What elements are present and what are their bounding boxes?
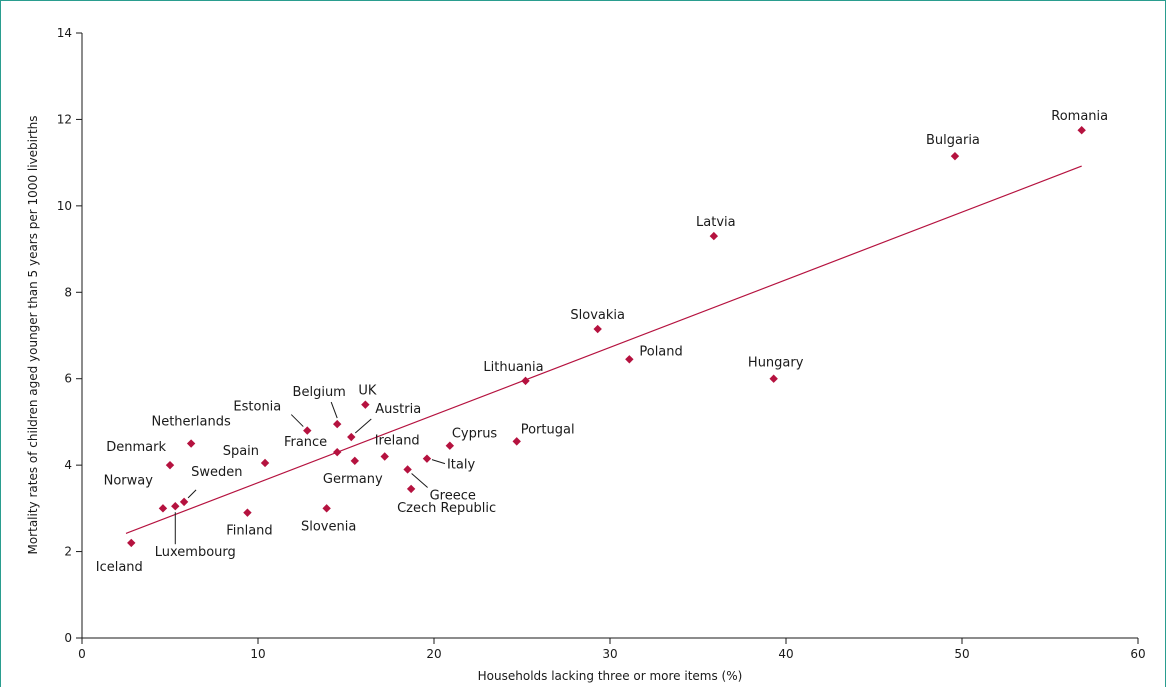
leader-sweden — [187, 489, 197, 499]
label-romania: Romania — [1051, 109, 1108, 124]
point-lithuania — [521, 376, 530, 386]
label-bulgaria: Bulgaria — [926, 133, 980, 148]
axes — [81, 33, 1138, 639]
x-tick-label: 30 — [602, 647, 617, 661]
label-norway: Norway — [104, 473, 154, 488]
point-hungary — [769, 374, 778, 383]
data-points — [127, 126, 1086, 548]
point-romania — [1077, 126, 1086, 135]
point-norway — [158, 504, 168, 513]
leader-estonia — [290, 414, 304, 427]
y-tick-label: 14 — [57, 26, 72, 40]
y-ticks: 0 2 4 6 8 10 12 14 — [57, 26, 82, 645]
point-latvia — [709, 231, 719, 241]
label-luxembourg: Luxembourg — [155, 545, 236, 560]
label-iceland: Iceland — [96, 560, 143, 575]
label-czech-republic: Czech Republic — [397, 501, 496, 516]
label-finland: Finland — [226, 524, 272, 539]
label-uk: UK — [358, 384, 377, 399]
y-tick-label: 10 — [57, 199, 72, 213]
label-denmark: Denmark — [106, 440, 166, 455]
label-portugal: Portugal — [521, 422, 575, 437]
label-netherlands: Netherlands — [151, 415, 230, 430]
point-sweden — [179, 497, 189, 507]
label-belgium: Belgium — [293, 385, 346, 400]
y-tick-label: 0 — [64, 631, 72, 645]
x-axis-title: Households lacking three or more items (… — [478, 669, 743, 683]
y-tick-label: 2 — [64, 545, 72, 559]
point-slovenia — [322, 504, 331, 513]
label-lithuania: Lithuania — [483, 360, 543, 375]
point-portugal — [512, 437, 521, 446]
label-latvia: Latvia — [696, 215, 736, 230]
leader-belgium — [330, 401, 338, 419]
point-france — [333, 447, 342, 457]
label-germany: Germany — [323, 472, 383, 487]
point-finland — [243, 508, 252, 517]
point-czech-republic — [406, 484, 416, 494]
point-netherlands — [186, 439, 196, 448]
point-uk — [361, 400, 370, 409]
label-slovakia: Slovakia — [570, 308, 625, 323]
point-austria — [347, 432, 356, 442]
leader-italy — [431, 459, 446, 465]
x-tick-label: 60 — [1130, 647, 1145, 661]
point-bulgaria — [950, 151, 960, 161]
point-estonia — [303, 426, 312, 435]
point-labels: Iceland Norway Luxembourg Sweden Denmark Neth… — [96, 109, 1108, 575]
point-denmark — [165, 460, 175, 470]
label-leader-lines — [174, 401, 446, 545]
label-greece: Greece — [430, 488, 476, 503]
label-ireland: Ireland — [375, 434, 420, 449]
point-spain — [260, 458, 270, 468]
label-sweden: Sweden — [191, 465, 242, 480]
point-germany — [350, 456, 359, 466]
point-italy — [422, 454, 432, 463]
label-estonia: Estonia — [233, 400, 281, 415]
label-austria: Austria — [375, 402, 421, 417]
leader-austria — [354, 418, 372, 434]
point-luxembourg — [171, 501, 180, 511]
x-ticks: 0 10 20 30 40 50 60 — [78, 638, 1146, 661]
leader-greece — [411, 473, 428, 488]
trendline — [125, 165, 1082, 534]
y-axis-title: Mortality rates of children aged younger… — [26, 115, 40, 554]
point-slovakia — [593, 324, 602, 334]
point-belgium — [333, 419, 342, 429]
x-tick-label: 10 — [250, 647, 265, 661]
y-tick-label: 6 — [64, 372, 72, 386]
point-greece — [403, 465, 412, 474]
label-france: France — [284, 435, 327, 450]
label-spain: Spain — [223, 444, 259, 459]
x-tick-label: 40 — [778, 647, 793, 661]
point-iceland — [127, 538, 136, 548]
y-tick-label: 4 — [64, 458, 72, 472]
x-tick-label: 0 — [78, 647, 86, 661]
point-cyprus — [445, 441, 455, 450]
label-poland: Poland — [639, 344, 682, 359]
y-tick-label: 12 — [57, 112, 72, 126]
label-slovenia: Slovenia — [301, 519, 356, 534]
point-poland — [625, 355, 634, 364]
label-italy: Italy — [447, 458, 476, 473]
label-cyprus: Cyprus — [452, 427, 498, 442]
point-ireland — [380, 452, 389, 461]
label-hungary: Hungary — [748, 356, 804, 371]
y-tick-label: 8 — [64, 285, 72, 299]
x-tick-label: 20 — [426, 647, 441, 661]
x-tick-label: 50 — [954, 647, 969, 661]
